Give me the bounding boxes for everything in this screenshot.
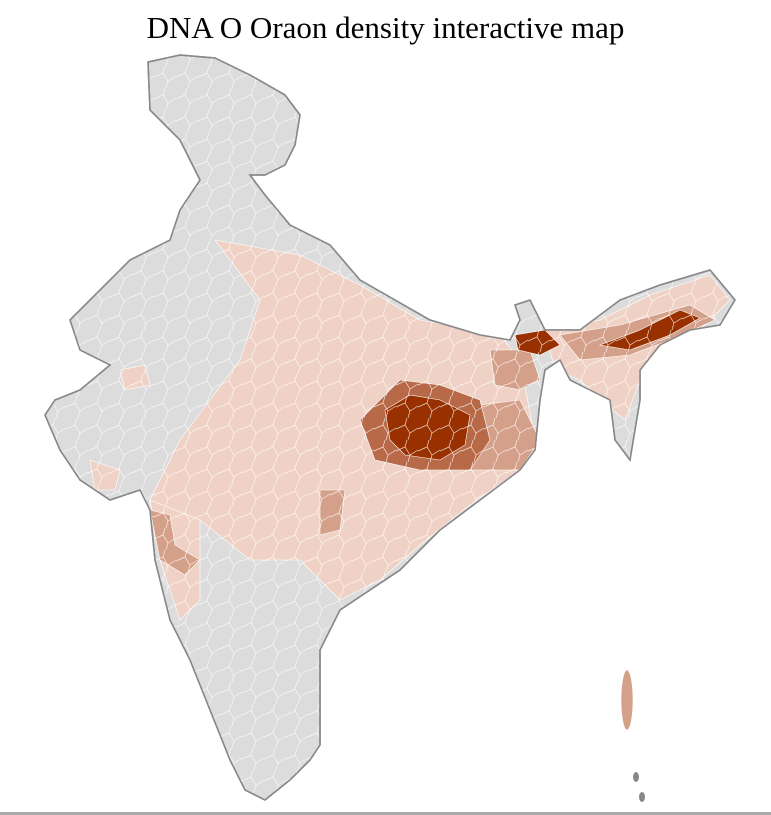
nicobar-islands-south[interactable] xyxy=(639,792,645,802)
andaman-islands[interactable] xyxy=(620,669,634,731)
india-border xyxy=(44,54,736,801)
nicobar-islands[interactable] xyxy=(633,772,639,782)
andaman-nicobar-islands[interactable] xyxy=(620,669,645,802)
map-title: DNA O Oraon density interactive map xyxy=(146,10,625,45)
bottom-divider xyxy=(0,812,771,815)
